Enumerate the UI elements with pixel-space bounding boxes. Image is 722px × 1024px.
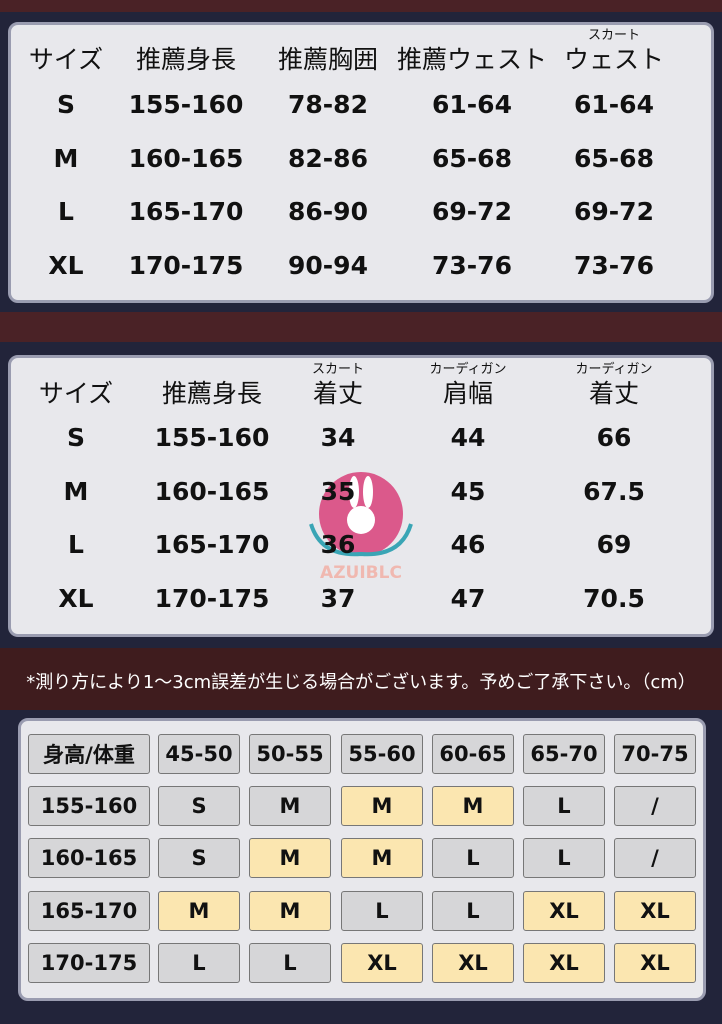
weight-header: 60-65	[432, 734, 514, 774]
table-cell: 67.5	[583, 476, 645, 506]
size-cell: XL	[523, 943, 605, 983]
table-cell: 155-160	[154, 423, 270, 452]
table-cell: 78-82	[288, 90, 368, 119]
header-ruby: カーディガン	[429, 362, 507, 377]
table-cell: 73-76	[574, 250, 654, 280]
table-cell: 160-165	[128, 143, 244, 173]
size-cell: XL	[432, 943, 514, 983]
table-cell: 46	[450, 530, 486, 559]
watermark-text: AZUIBLC	[320, 563, 402, 582]
column-header: 着丈	[588, 379, 639, 408]
size-cell: L	[249, 943, 331, 983]
height-header: 165-170	[28, 891, 150, 931]
table-cell: 69-72	[574, 197, 654, 226]
watermark-logo: AZUIBLC	[309, 472, 413, 582]
size-cell: /	[614, 786, 696, 826]
size-cell: S	[158, 786, 240, 826]
table-cell: 82-86	[288, 143, 368, 173]
divider-band	[0, 312, 722, 342]
table-cell: 35	[320, 476, 356, 506]
table-cell: M	[53, 143, 79, 173]
table-cell: 170-175	[128, 250, 244, 280]
size-cell: L	[523, 786, 605, 826]
size-cell: M	[249, 786, 331, 826]
table-cell: XL	[48, 250, 84, 280]
header-ruby: カーディガン	[575, 362, 653, 377]
table-cell: 47	[450, 583, 486, 613]
column-header: 推薦身長	[135, 45, 236, 74]
table-cell: 37	[320, 583, 356, 613]
weight-header: 45-50	[158, 734, 240, 774]
top-band	[0, 0, 722, 12]
table-cell: 66	[596, 423, 632, 452]
size-cell: L	[341, 891, 423, 931]
column-header: 推薦身長	[161, 379, 262, 408]
table-cell: 65-68	[574, 143, 654, 173]
table-cell: S	[66, 423, 85, 452]
table-cell: 36	[320, 530, 356, 559]
measurement-note: *測り方により1～3cm誤差が生じる場合がございます。予めご了承下さい。（cm）	[26, 672, 696, 693]
table-cell: 170-175	[154, 583, 270, 613]
table-cell: 165-170	[154, 530, 270, 559]
header-ruby: スカート	[587, 28, 640, 43]
height-header: 170-175	[28, 943, 150, 983]
table-cell: 44	[450, 423, 486, 452]
size-cell: M	[341, 786, 423, 826]
column-header: 肩幅	[442, 379, 493, 408]
table-cell: 61-64	[432, 90, 512, 119]
size-cell: S	[158, 838, 240, 878]
table-cell: S	[56, 90, 75, 119]
table-cell: M	[63, 476, 89, 506]
table-cell: 155-160	[128, 90, 244, 119]
column-header: 推薦胸囲	[277, 45, 378, 74]
weight-header: 55-60	[341, 734, 423, 774]
weight-header: 70-75	[614, 734, 696, 774]
table-cell: 165-170	[128, 197, 244, 226]
table-cell: 61-64	[574, 90, 654, 119]
size-table-1	[8, 22, 714, 303]
column-header: サイズ	[28, 45, 104, 74]
column-header: サイズ	[38, 379, 114, 408]
table-cell: 70.5	[583, 583, 645, 613]
table-cell: 160-165	[154, 476, 270, 506]
table-cell: L	[58, 197, 74, 226]
table-cell: L	[68, 530, 84, 559]
size-cell: M	[432, 786, 514, 826]
weight-header: 50-55	[249, 734, 331, 774]
table-cell: 73-76	[432, 250, 512, 280]
table-cell: 65-68	[432, 143, 512, 173]
size-cell: L	[432, 838, 514, 878]
size-cell: XL	[614, 891, 696, 931]
size-cell: XL	[614, 943, 696, 983]
column-header: 推薦ウェスト	[396, 45, 547, 74]
size-cell: XL	[341, 943, 423, 983]
table-cell: 90-94	[288, 250, 368, 280]
size-cell: /	[614, 838, 696, 878]
size-cell: L	[523, 838, 605, 878]
note-band	[0, 648, 722, 710]
column-header: ウェスト	[563, 45, 664, 74]
size-cell: M	[341, 838, 423, 878]
table-cell: 34	[320, 423, 356, 452]
table-cell: 69	[596, 530, 632, 559]
table-cell: 45	[450, 476, 486, 506]
grid-corner-header: 身高/体重	[28, 734, 150, 774]
height-header: 155-160	[28, 786, 150, 826]
size-cell: M	[249, 838, 331, 878]
column-header: 着丈	[312, 379, 363, 408]
size-cell: XL	[523, 891, 605, 931]
size-cell: M	[249, 891, 331, 931]
weight-header: 65-70	[523, 734, 605, 774]
size-cell: L	[432, 891, 514, 931]
table-cell: 69-72	[432, 197, 512, 226]
table-cell: 86-90	[288, 197, 368, 226]
size-cell: L	[158, 943, 240, 983]
table-cell: XL	[58, 583, 94, 613]
height-header: 160-165	[28, 838, 150, 878]
size-cell: M	[158, 891, 240, 931]
header-ruby: スカート	[311, 362, 364, 377]
